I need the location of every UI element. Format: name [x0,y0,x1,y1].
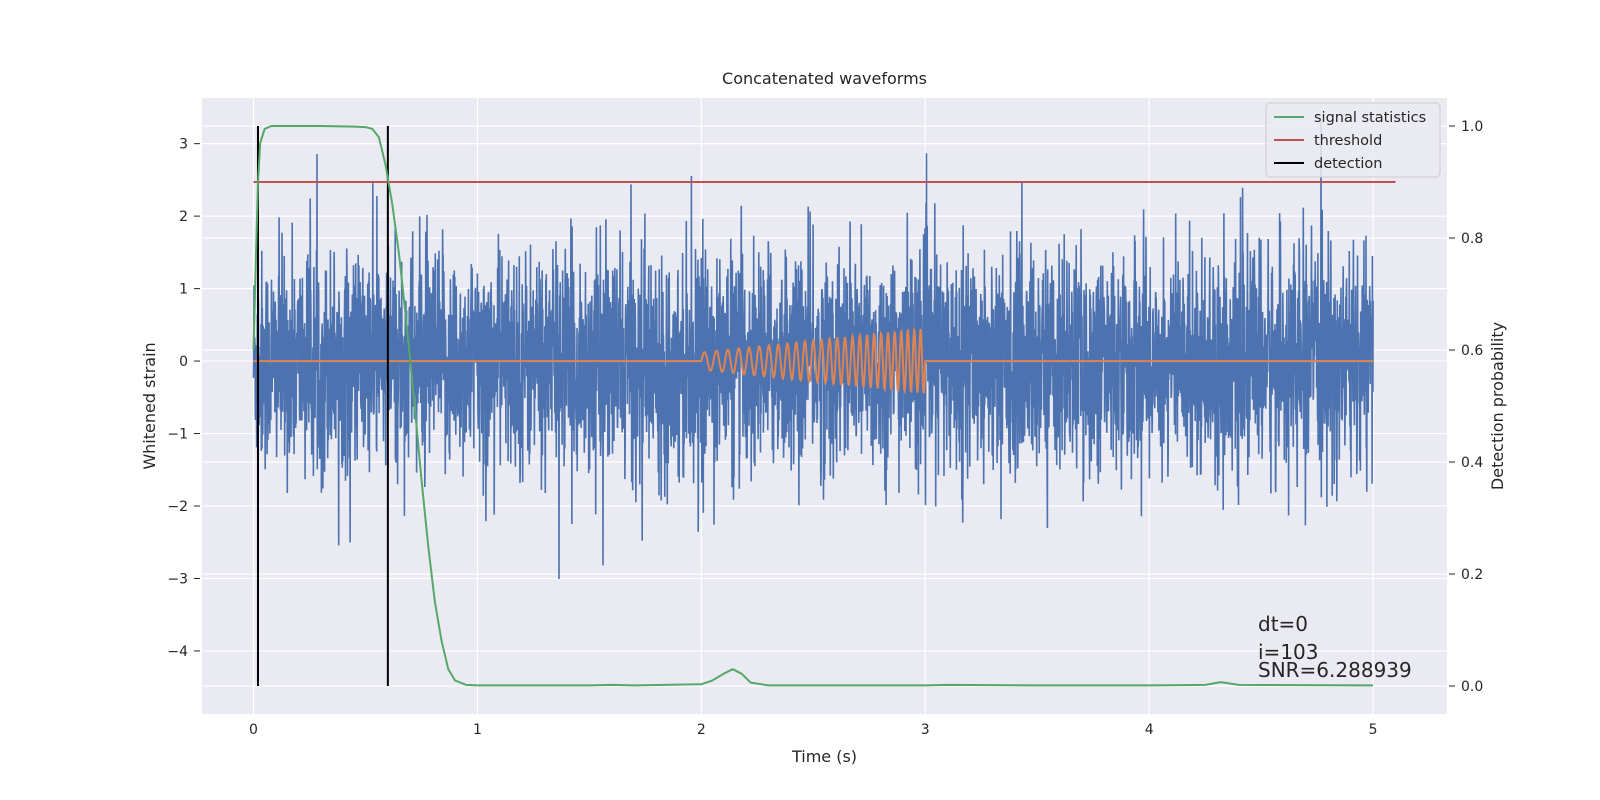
y-tick-label: −4 [167,644,188,660]
x-tick-label: 0 [249,722,258,738]
y-right-tick-label: 0.6 [1461,343,1483,359]
annotation-text: SNR=6.288939 [1258,658,1412,682]
y-right-tick-label: 1.0 [1461,119,1483,135]
noise-series [252,121,1374,580]
x-tick-label: 3 [921,722,930,738]
y-right-axis-label: Detection probability [1488,322,1507,490]
y-tick-label: −1 [167,427,188,443]
legend-label: detection [1314,156,1382,172]
x-tick-label: 1 [473,722,482,738]
noise-line [252,121,1374,580]
x-axis-label: Time (s) [791,747,857,766]
y-right-tick-label: 0.8 [1461,231,1483,247]
y-tick-label: −3 [167,571,188,587]
y-tick-label: 2 [179,209,188,225]
chirp-line [253,326,1374,395]
legend: signal statistics threshold detection [1265,102,1441,178]
y-right-tick-label: 0.0 [1461,679,1483,695]
y-tick-label: 0 [179,354,188,370]
y-right-tick-label: 0.2 [1461,567,1483,583]
y-right-tick-label: 0.4 [1461,455,1483,471]
annotation-text: i=103 [1258,640,1319,664]
x-tick-label: 4 [1145,722,1154,738]
probability-series [252,125,1396,687]
detection-lines [256,126,389,686]
y-tick-label: 3 [179,137,188,153]
chart-title: Concatenated waveforms [722,69,927,88]
ticks: 0 1 2 3 4 5 −4 −3 −2 −1 0 1 2 3 0.0 0.2 0.4 0.6 0.8 1.0 [167,119,1483,738]
y-tick-label: 1 [179,282,188,298]
chirp-series [253,326,1374,395]
x-tick-label: 2 [697,722,706,738]
y-axis-label: Whitened strain [140,342,159,469]
annotation-text: dt=0 [1258,612,1308,636]
legend-label: threshold [1314,133,1382,149]
legend-label: signal statistics [1314,110,1426,126]
x-tick-label: 5 [1369,722,1378,738]
y-tick-label: −2 [167,499,188,515]
signal-statistics-line [252,125,1374,687]
legend-box [1265,102,1441,178]
